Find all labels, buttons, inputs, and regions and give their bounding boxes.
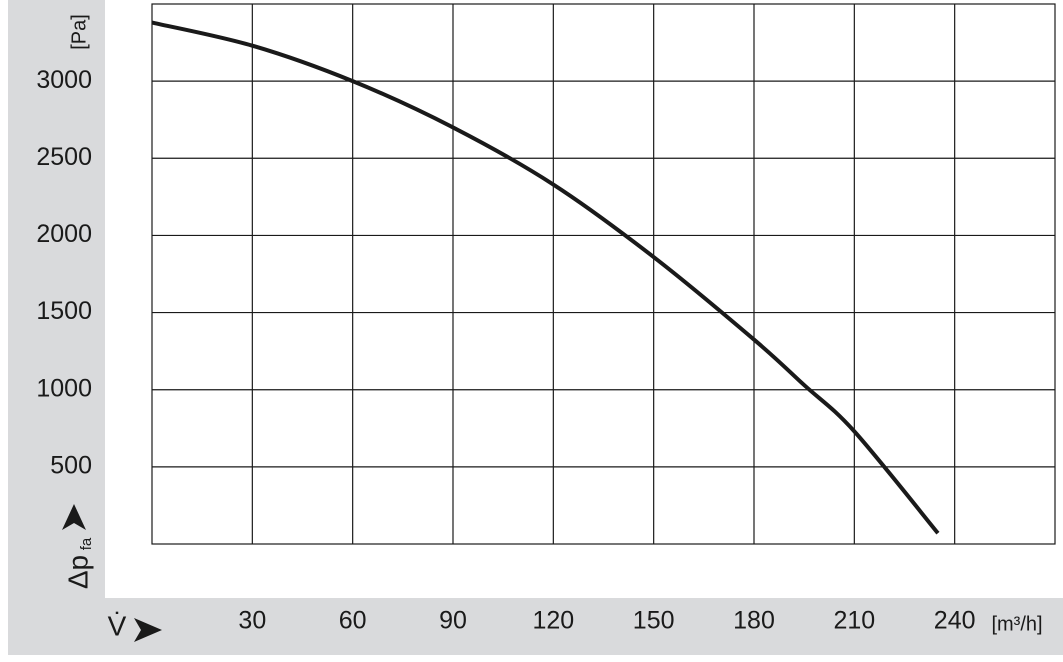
y-label-sub: fa [78, 537, 95, 550]
fan-curve [151, 20, 940, 535]
x-tick-label: 240 [934, 607, 976, 635]
y-arrow [62, 504, 86, 530]
x-tick-label: 150 [633, 607, 675, 635]
x-axis-band [8, 598, 1063, 655]
y-tick-label: 1000 [36, 374, 92, 402]
y-axis-band [8, 0, 105, 655]
x-tick-label: 30 [238, 607, 266, 635]
x-tick-label: 60 [339, 607, 367, 635]
x-tick-label: 180 [733, 607, 775, 635]
x-unit: [m³/h] [991, 613, 1042, 635]
y-tick-label: 2000 [36, 220, 92, 248]
x-label: V̇ [108, 610, 127, 641]
plot-frame [151, 3, 1056, 545]
y-label: Δp [62, 555, 93, 589]
x-tick-label: 210 [833, 607, 875, 635]
y-tick-label: 3000 [36, 66, 92, 94]
y-tick-label: 2500 [36, 143, 92, 171]
y-tick-label: 500 [50, 451, 92, 479]
x-arrow [134, 618, 162, 642]
x-tick-label: 90 [439, 607, 467, 635]
x-tick-label: 120 [532, 607, 574, 635]
y-unit: [Pa] [68, 14, 90, 50]
y-tick-label: 1500 [36, 297, 92, 325]
